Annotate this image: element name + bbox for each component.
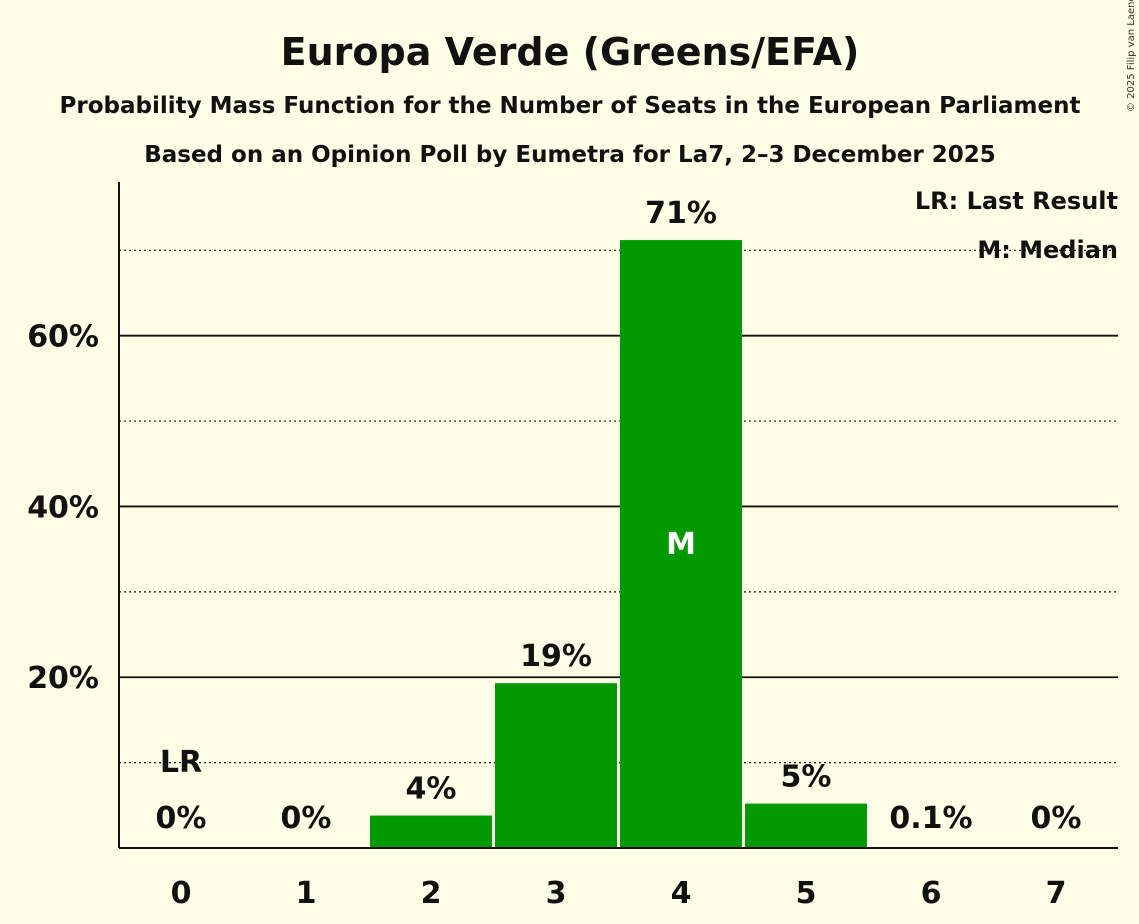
last-result-marker: LR xyxy=(160,745,202,780)
data-label: 0% xyxy=(281,801,332,836)
data-label: 0% xyxy=(1031,801,1082,836)
data-label: 4% xyxy=(406,772,457,807)
legend-last-result: LR: Last Result xyxy=(915,187,1118,215)
chart-subtitle: Probability Mass Function for the Number… xyxy=(60,93,1081,119)
x-tick-label: 1 xyxy=(296,876,317,911)
x-tick-label: 7 xyxy=(1046,876,1067,911)
y-tick-label: 40% xyxy=(27,490,99,525)
bar-seat-4 xyxy=(620,240,742,849)
bar-seat-3 xyxy=(495,683,617,848)
data-label: 71% xyxy=(645,196,717,231)
data-label: 19% xyxy=(520,639,592,674)
x-tick-label: 4 xyxy=(671,876,692,911)
x-tick-label: 6 xyxy=(921,876,942,911)
y-tick-label: 60% xyxy=(27,320,99,355)
legend-median: M: Median xyxy=(977,236,1118,264)
chart-source: Based on an Opinion Poll by Eumetra for … xyxy=(144,142,996,168)
y-tick-label: 20% xyxy=(27,661,99,696)
x-tick-label: 0 xyxy=(171,876,192,911)
data-label: 5% xyxy=(781,760,832,795)
copyright-notice: © 2025 Filip van Laenen xyxy=(1126,0,1137,112)
bar-seat-5 xyxy=(745,803,867,848)
x-tick-label: 2 xyxy=(421,876,442,911)
chart-title: Europa Verde (Greens/EFA) xyxy=(281,30,860,74)
data-label: 0.1% xyxy=(889,801,972,836)
bar-seat-2 xyxy=(370,815,492,848)
x-tick-label: 3 xyxy=(546,876,567,911)
x-tick-label: 5 xyxy=(796,876,817,911)
median-marker: M xyxy=(666,527,696,562)
data-label: 0% xyxy=(156,801,207,836)
